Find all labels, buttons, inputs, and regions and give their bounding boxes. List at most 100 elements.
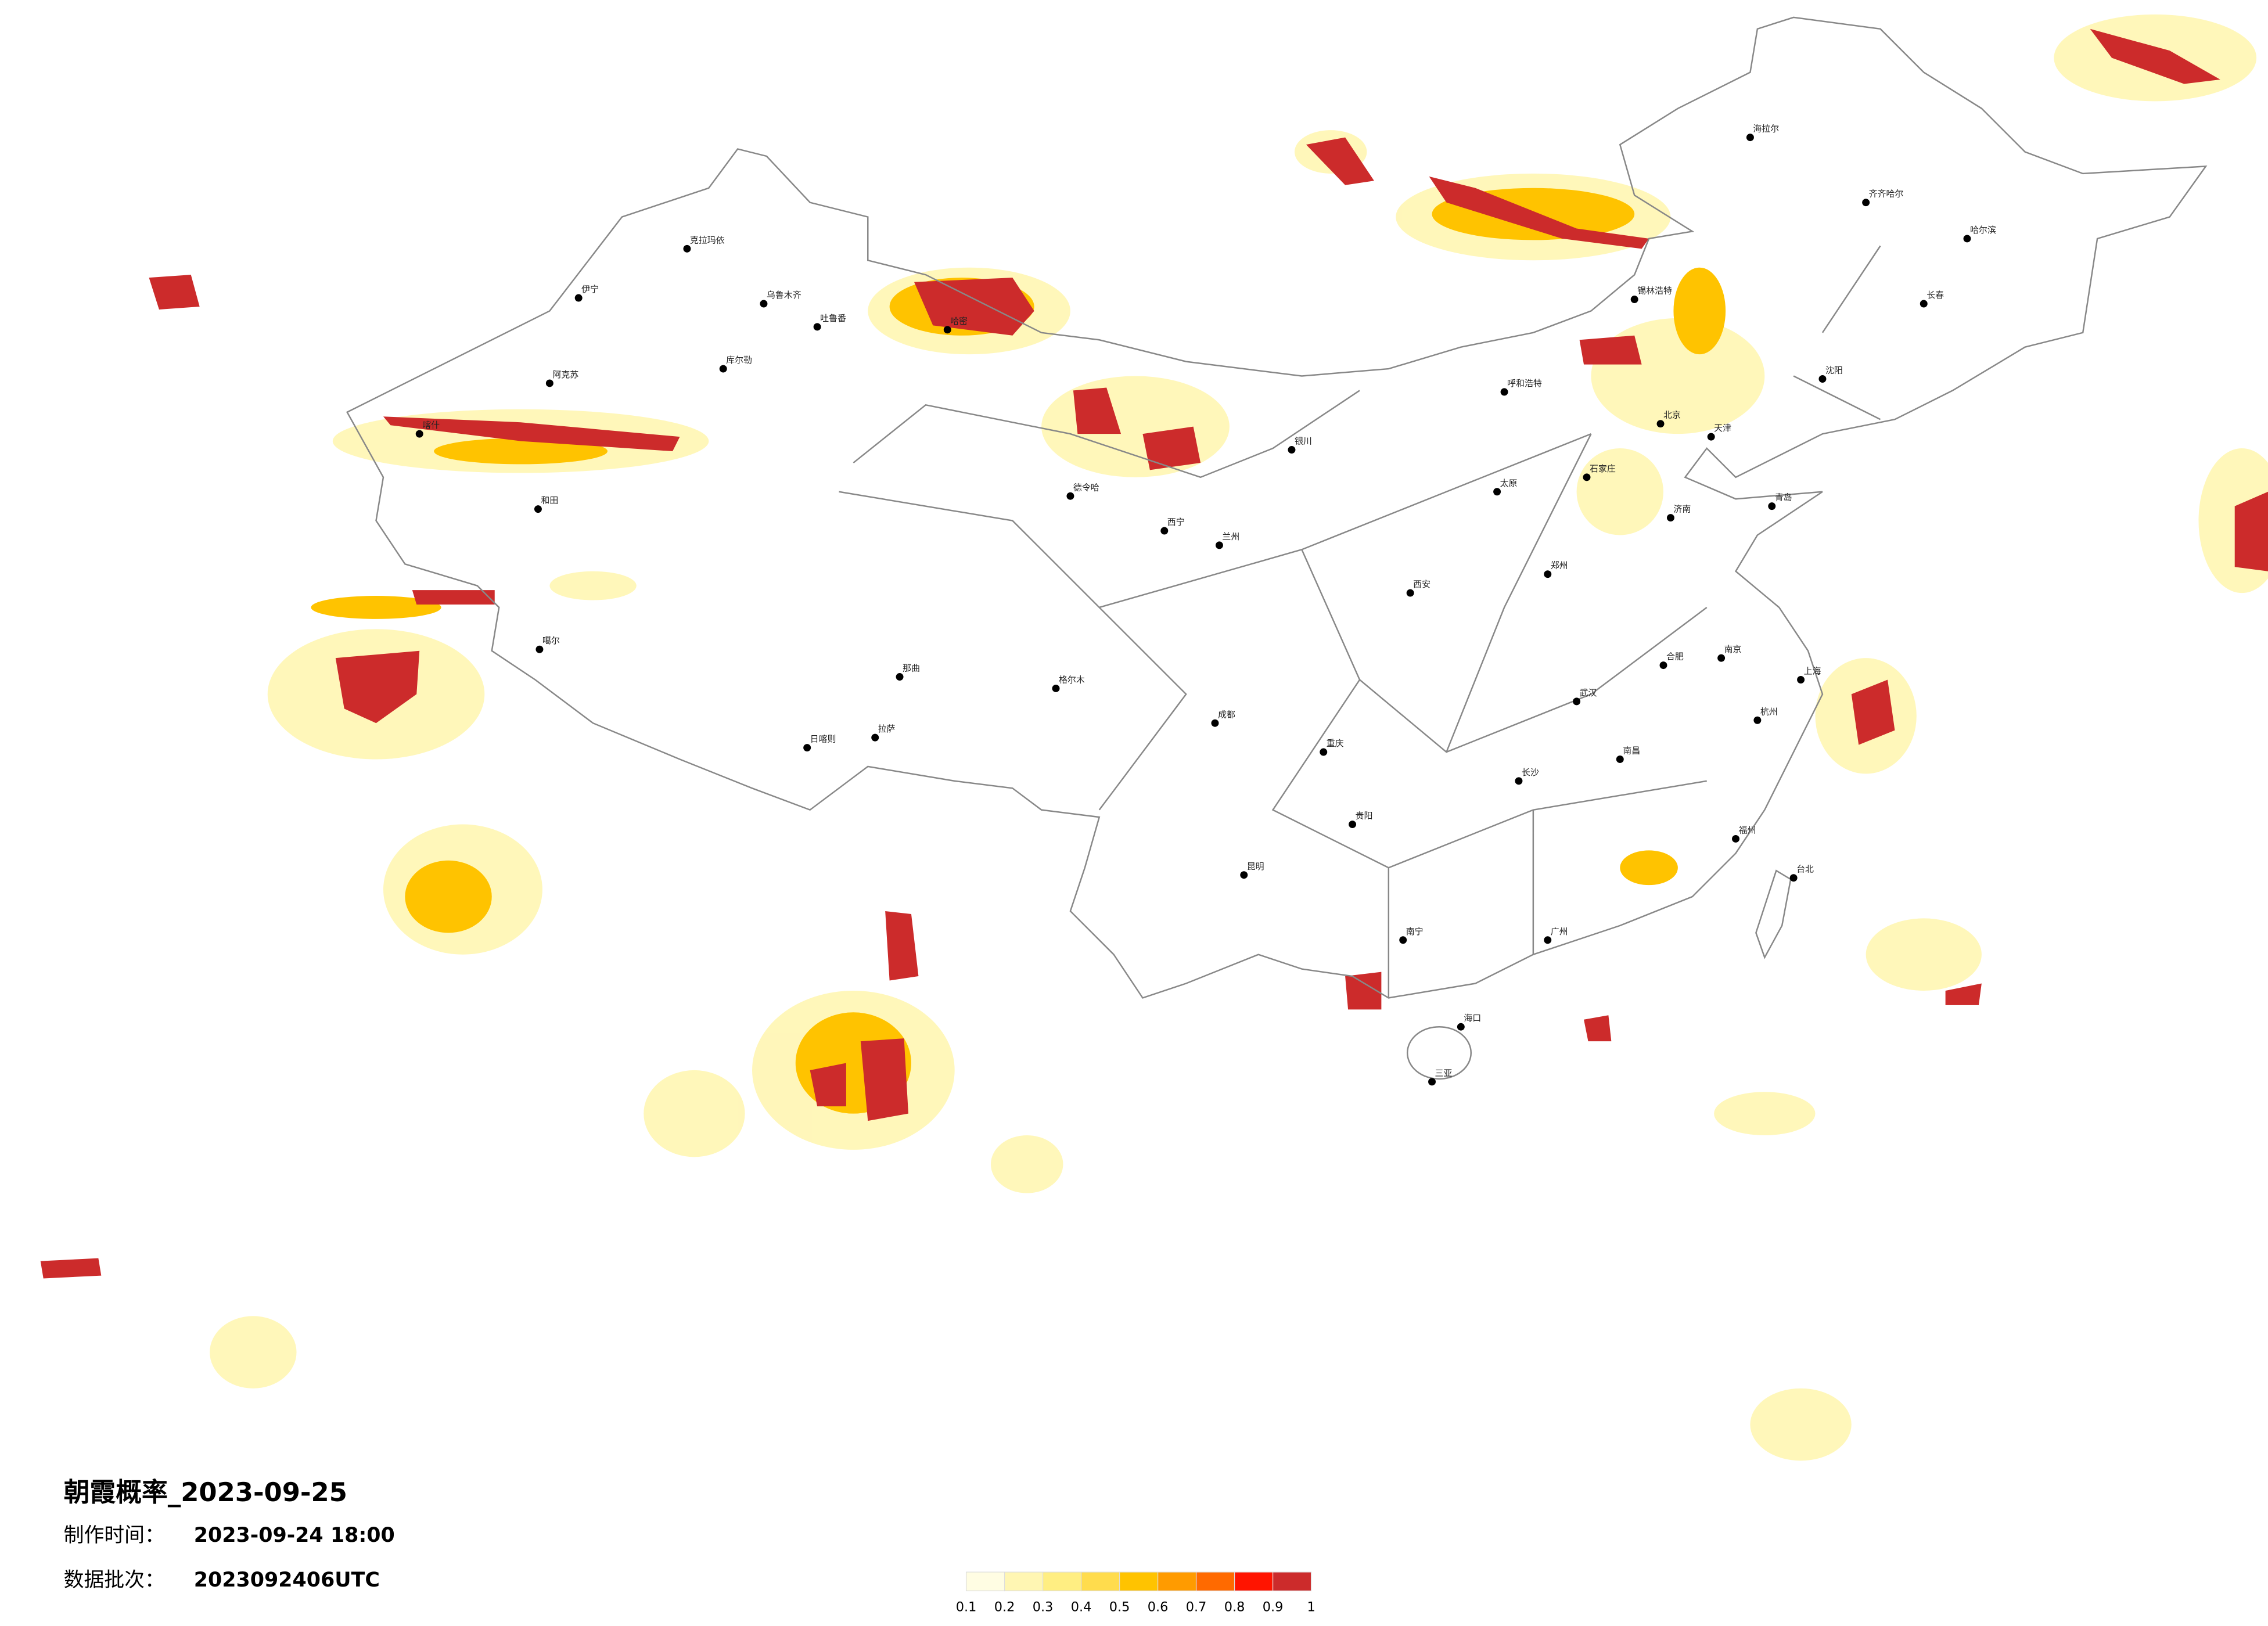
city-dot <box>1583 473 1591 481</box>
city-dot <box>1493 488 1501 496</box>
city-label: 乌鲁木齐 <box>767 290 801 300</box>
city-label: 阿克苏 <box>552 369 578 380</box>
city-dot <box>1818 375 1827 383</box>
city-dot <box>1717 654 1726 662</box>
city-dot <box>415 430 423 438</box>
city-dot <box>1066 492 1074 500</box>
city-label: 格尔木 <box>1059 674 1085 685</box>
legend-tick-label: 0.3 <box>1033 1599 1054 1614</box>
city-dot <box>803 744 811 752</box>
city-dot <box>1320 748 1328 756</box>
city-dot <box>1963 235 1971 243</box>
city-dot <box>1630 296 1638 303</box>
city-dot <box>1211 719 1219 727</box>
legend-tick-label: 0.5 <box>1109 1599 1130 1614</box>
city-dot <box>545 379 553 387</box>
city-label: 太原 <box>1500 478 1518 488</box>
city-dot <box>1215 541 1223 549</box>
city-label: 上海 <box>1804 666 1821 677</box>
city-dot <box>1160 527 1169 535</box>
city-label: 哈尔滨 <box>1970 225 1996 235</box>
city-dot <box>1573 697 1581 706</box>
city-label: 克拉玛依 <box>690 235 725 245</box>
city-dot <box>896 673 904 681</box>
city-dot <box>1746 134 1754 142</box>
city-label: 齐齐哈尔 <box>1869 189 1904 199</box>
city-label: 石家庄 <box>1590 463 1616 474</box>
city-dot <box>1656 420 1665 428</box>
legend-tick-label: 0.6 <box>1148 1599 1169 1614</box>
city-label: 海拉尔 <box>1753 124 1779 134</box>
city-label: 武汉 <box>1580 688 1597 698</box>
city-label: 哈密 <box>950 316 968 326</box>
city-label: 重庆 <box>1327 738 1344 749</box>
city-dot <box>1616 756 1624 763</box>
city-dot <box>1666 514 1674 522</box>
city-dot <box>943 326 951 334</box>
city-label: 南昌 <box>1623 746 1640 756</box>
city-dot <box>683 244 691 253</box>
legend-tick-label: 0.4 <box>1071 1599 1092 1614</box>
city-label: 吐鲁番 <box>820 313 846 323</box>
city-label: 贵阳 <box>1356 811 1373 821</box>
city-label: 银川 <box>1295 436 1312 447</box>
city-dot <box>1732 834 1739 843</box>
city-dot <box>1544 936 1552 944</box>
legend-swatch <box>1119 1571 1159 1592</box>
legend-swatch <box>1195 1571 1235 1592</box>
boundaries <box>346 16 2208 1080</box>
city-label: 伊宁 <box>581 284 599 294</box>
city-label: 北京 <box>1663 410 1681 420</box>
city-dot <box>1240 871 1248 879</box>
legend-tick-label: 0.1 <box>956 1599 977 1614</box>
legend-swatch <box>965 1571 1005 1592</box>
city-label: 福州 <box>1739 825 1756 835</box>
city-label: 库尔勒 <box>726 355 752 365</box>
city-label: 那曲 <box>903 663 920 674</box>
legend-tick-label: 1 <box>1307 1599 1315 1614</box>
legend-swatch <box>1234 1571 1274 1592</box>
city-dot <box>534 505 542 513</box>
legend: 0.1 0.2 0.3 0.4 0.5 0.6 0.7 0.8 0.9 1 <box>956 1571 1315 1614</box>
city-dot <box>1797 676 1805 684</box>
map-title: 朝霞概率_2023-09-25 <box>64 1477 347 1508</box>
legend-tick-label: 0.8 <box>1224 1599 1245 1614</box>
legend-swatch <box>1004 1571 1044 1592</box>
city-label: 台北 <box>1796 864 1814 875</box>
legend-swatch <box>1042 1571 1082 1592</box>
city-dot <box>871 733 879 742</box>
city-dot <box>1659 661 1667 670</box>
city-dot <box>1753 716 1762 724</box>
city-label: 喀什 <box>422 420 440 430</box>
city-label: 成都 <box>1218 709 1235 720</box>
legend-swatch <box>1272 1571 1312 1592</box>
city-label: 日喀则 <box>810 734 836 744</box>
city-label: 德令哈 <box>1073 482 1099 492</box>
city-label: 沈阳 <box>1825 365 1843 376</box>
city-label: 和田 <box>541 495 558 506</box>
city-label: 噶尔 <box>542 635 560 646</box>
city-dot <box>1544 570 1552 578</box>
batch: 2023092406UTC <box>194 1569 380 1592</box>
city-label: 天津 <box>1714 423 1731 433</box>
city-label: 昆明 <box>1247 861 1264 872</box>
city-label: 济南 <box>1673 504 1691 515</box>
city-label: 郑州 <box>1551 560 1568 571</box>
city-label: 合肥 <box>1666 652 1684 662</box>
city-label: 呼和浩特 <box>1507 378 1542 388</box>
batch-label: 数据批次： <box>64 1569 165 1592</box>
city-label: 长沙 <box>1522 767 1539 778</box>
city-dot <box>1428 1078 1436 1086</box>
city-dot <box>719 365 727 373</box>
city-dot <box>1789 874 1798 882</box>
city-label: 西宁 <box>1167 517 1185 527</box>
city-dot <box>1862 199 1870 207</box>
legend-swatch <box>1080 1571 1120 1592</box>
city-label: 南京 <box>1724 644 1742 654</box>
city-label: 西安 <box>1413 579 1430 589</box>
city-dot <box>1920 300 1928 308</box>
city-dot <box>760 300 768 308</box>
city-dot <box>1768 502 1776 510</box>
made-time: 2023-09-24 18:00 <box>194 1524 395 1547</box>
